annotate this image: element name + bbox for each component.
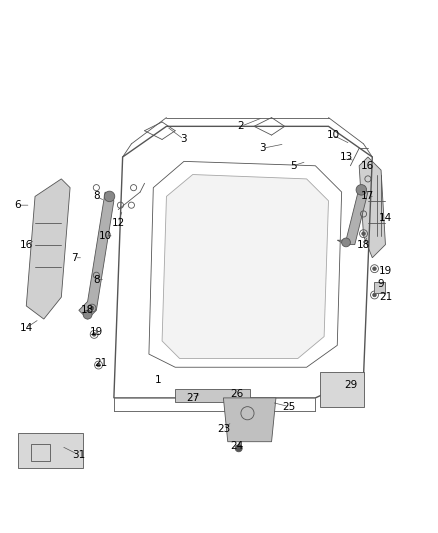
Polygon shape bbox=[18, 433, 83, 468]
Circle shape bbox=[342, 238, 350, 247]
Circle shape bbox=[97, 364, 100, 367]
Polygon shape bbox=[162, 174, 328, 359]
Text: 24: 24 bbox=[230, 441, 243, 451]
Text: 18: 18 bbox=[357, 240, 370, 249]
Circle shape bbox=[92, 333, 96, 336]
Circle shape bbox=[362, 232, 365, 236]
Circle shape bbox=[373, 267, 376, 270]
Text: 14: 14 bbox=[20, 323, 33, 333]
Text: 19: 19 bbox=[379, 266, 392, 276]
Text: 2: 2 bbox=[237, 122, 244, 131]
Text: 7: 7 bbox=[71, 253, 78, 263]
Text: 18: 18 bbox=[81, 305, 94, 316]
Circle shape bbox=[83, 310, 92, 319]
Polygon shape bbox=[223, 398, 276, 442]
Text: 27: 27 bbox=[186, 393, 199, 403]
Text: 23: 23 bbox=[217, 424, 230, 433]
Polygon shape bbox=[337, 188, 368, 245]
Text: 1: 1 bbox=[154, 375, 161, 385]
Text: 3: 3 bbox=[259, 143, 266, 154]
Text: 29: 29 bbox=[344, 379, 357, 390]
Polygon shape bbox=[175, 389, 250, 402]
Polygon shape bbox=[320, 372, 364, 407]
Text: 10: 10 bbox=[326, 130, 339, 140]
Text: 8: 8 bbox=[93, 191, 100, 201]
Text: 16: 16 bbox=[361, 161, 374, 171]
Text: 8: 8 bbox=[93, 274, 100, 285]
Polygon shape bbox=[26, 179, 70, 319]
Circle shape bbox=[104, 191, 115, 201]
Text: 3: 3 bbox=[180, 134, 187, 144]
Text: 21: 21 bbox=[379, 292, 392, 302]
Text: 12: 12 bbox=[112, 217, 125, 228]
Polygon shape bbox=[359, 157, 385, 258]
Circle shape bbox=[356, 184, 367, 195]
Text: 16: 16 bbox=[20, 240, 33, 249]
Text: 10: 10 bbox=[99, 231, 112, 241]
Text: 5: 5 bbox=[290, 161, 297, 171]
Bar bbox=[31, 444, 50, 462]
Circle shape bbox=[373, 293, 376, 297]
Text: 14: 14 bbox=[379, 213, 392, 223]
Polygon shape bbox=[79, 192, 114, 319]
Text: 17: 17 bbox=[361, 191, 374, 201]
Text: 13: 13 bbox=[339, 152, 353, 162]
Text: 19: 19 bbox=[90, 327, 103, 337]
Text: 21: 21 bbox=[94, 358, 107, 368]
Bar bbox=[374, 282, 385, 293]
Text: 26: 26 bbox=[230, 389, 243, 399]
Text: 31: 31 bbox=[72, 450, 85, 460]
Text: 25: 25 bbox=[283, 402, 296, 411]
Text: 9: 9 bbox=[378, 279, 385, 289]
Text: 6: 6 bbox=[14, 200, 21, 210]
Circle shape bbox=[90, 306, 94, 310]
Circle shape bbox=[235, 445, 242, 452]
